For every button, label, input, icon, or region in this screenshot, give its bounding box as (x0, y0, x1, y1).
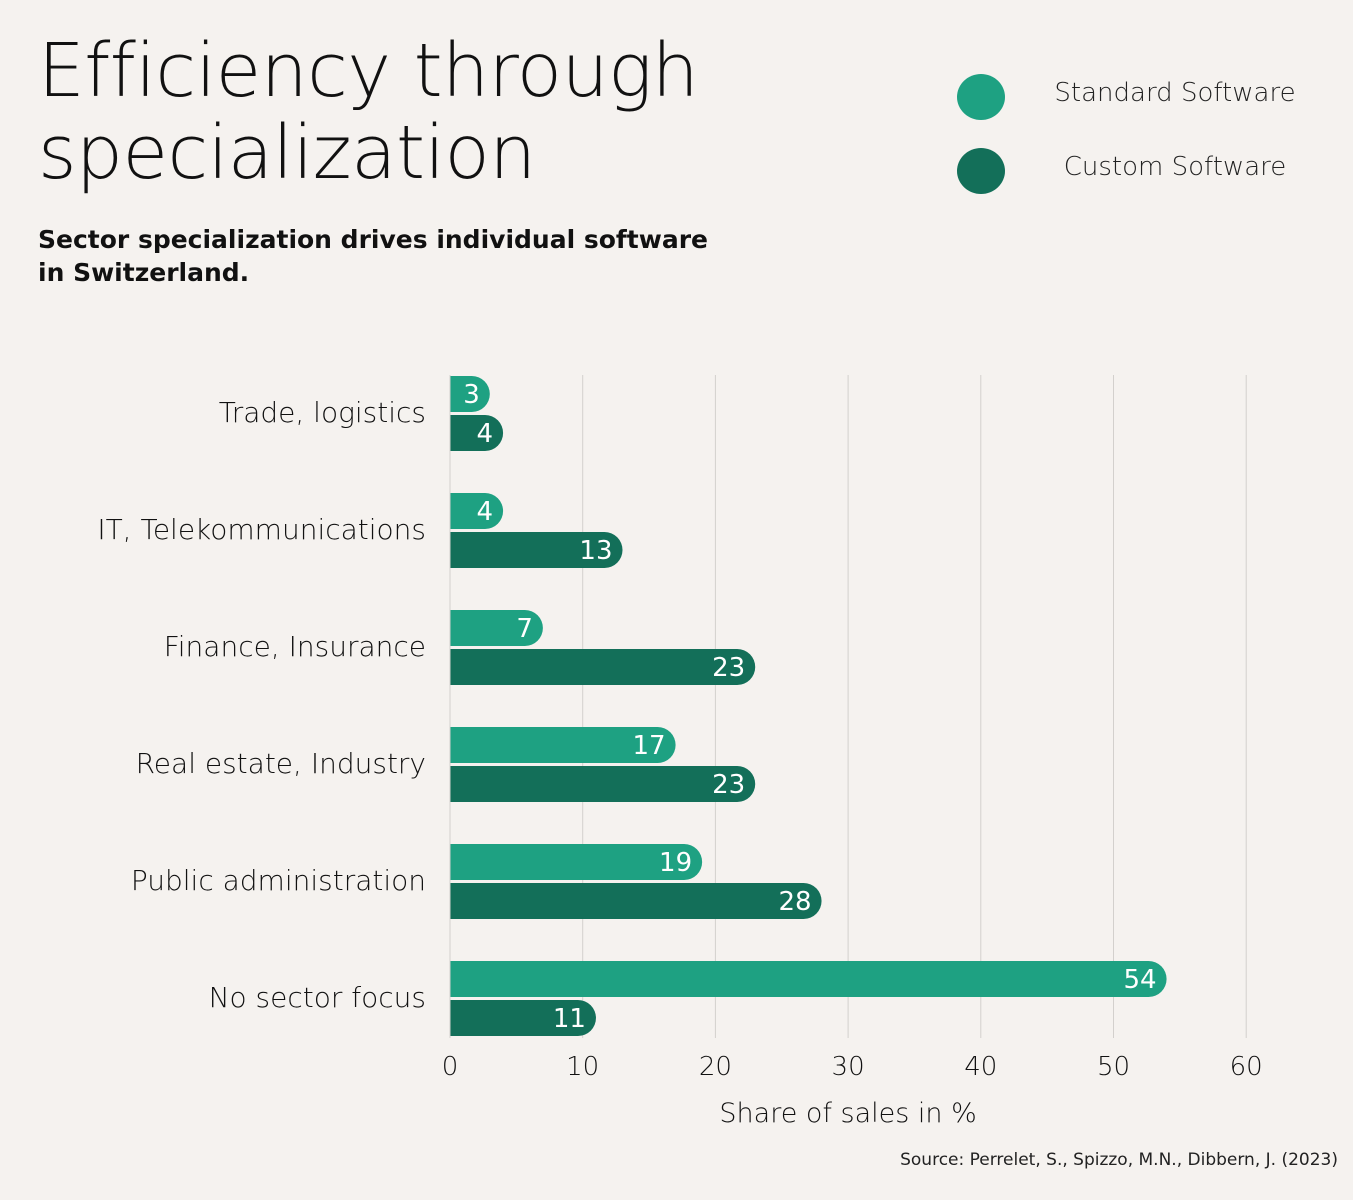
legend-swatch-custom (957, 148, 1005, 194)
x-axis-title: Share of sales in % (719, 1098, 976, 1129)
x-tick-label: 50 (1097, 1052, 1130, 1082)
data-label: 4 (477, 497, 494, 527)
category-label: IT, Telekommunications (97, 513, 426, 546)
bar-custom (450, 883, 822, 919)
data-label: 19 (659, 848, 692, 878)
legend-label-standard: Standard Software (1054, 78, 1296, 108)
chart-subtitle: Sector specialization drives individual … (38, 225, 708, 287)
bar-standard (450, 376, 490, 412)
source-note: Source: Perrelet, S., Spizzo, M.N., Dibb… (900, 1150, 1338, 1170)
bar-standard (450, 844, 703, 880)
bar-standard (450, 493, 504, 529)
category-label: Public administration (131, 864, 426, 897)
x-tick-label: 0 (442, 1052, 459, 1082)
data-label: 17 (632, 731, 665, 761)
legend-swatch-standard (957, 74, 1005, 120)
bar-custom (450, 649, 756, 685)
legend-item-custom: Custom Software (955, 146, 1335, 220)
data-label: 4 (477, 419, 494, 449)
bar-standard (450, 610, 543, 646)
bar-custom (450, 532, 623, 568)
data-label: 28 (778, 887, 811, 917)
chart-title: Efficiency through specialization (38, 28, 699, 196)
data-label: 23 (712, 653, 745, 683)
x-tick-label: 30 (832, 1052, 865, 1082)
data-label: 7 (516, 614, 533, 644)
legend: Standard Software Custom Software (955, 72, 1335, 220)
x-tick-label: 20 (699, 1052, 732, 1082)
data-label: 11 (553, 1004, 586, 1034)
category-label: No sector focus (209, 981, 426, 1014)
bar-standard (450, 727, 676, 763)
x-tick-label: 40 (964, 1052, 997, 1082)
legend-label-custom: Custom Software (1063, 152, 1287, 182)
bar-custom (450, 415, 504, 451)
bar-custom (450, 766, 756, 802)
data-label: 23 (712, 770, 745, 800)
bar-standard (450, 961, 1167, 997)
category-label: Trade, logistics (219, 396, 426, 429)
bar-custom (450, 1000, 596, 1036)
category-label: Real estate, Industry (136, 747, 426, 780)
x-tick-label: 10 (566, 1052, 599, 1082)
legend-item-standard: Standard Software (955, 72, 1335, 146)
data-label: 13 (579, 536, 612, 566)
data-label: 54 (1123, 965, 1156, 995)
category-label: Finance, Insurance (164, 630, 426, 663)
x-tick-label: 60 (1230, 1052, 1263, 1082)
data-label: 3 (463, 380, 480, 410)
